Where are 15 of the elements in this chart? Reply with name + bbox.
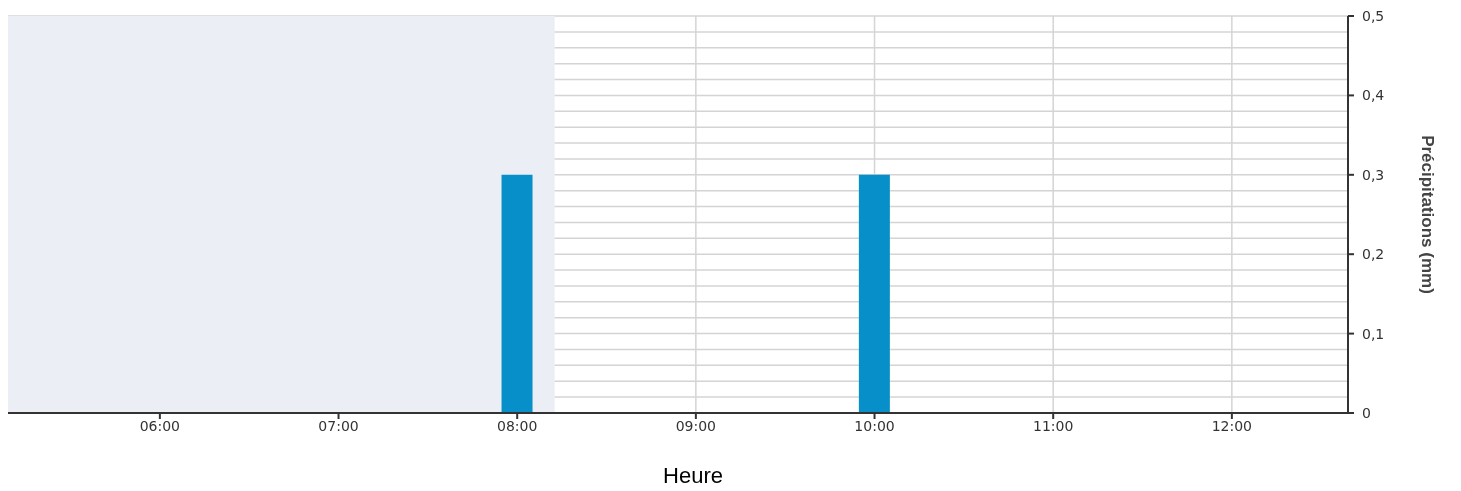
x-tick-label: 08:00	[497, 417, 538, 434]
x-tick-label: 10:00	[854, 417, 895, 434]
y-tick-label: 0,5	[1362, 8, 1385, 24]
y-tick-label: 0	[1362, 405, 1371, 421]
x-tick-label: 11:00	[1033, 417, 1074, 434]
x-tick-label: 07:00	[318, 417, 359, 434]
y-axis-title: Précipitations (mm)	[1417, 135, 1437, 294]
x-axis-title: Heure	[662, 463, 724, 489]
y-tick-label: 0,2	[1362, 246, 1385, 263]
x-tick-label: 06:00	[139, 417, 181, 434]
x-tick-label: 09:00	[675, 417, 717, 434]
y-tick-label: 0,3	[1362, 166, 1385, 183]
y-tick-label: 0,4	[1362, 87, 1385, 104]
y-tick-label: 0,1	[1362, 325, 1385, 342]
x-tick-label: 12:00	[1211, 417, 1253, 434]
